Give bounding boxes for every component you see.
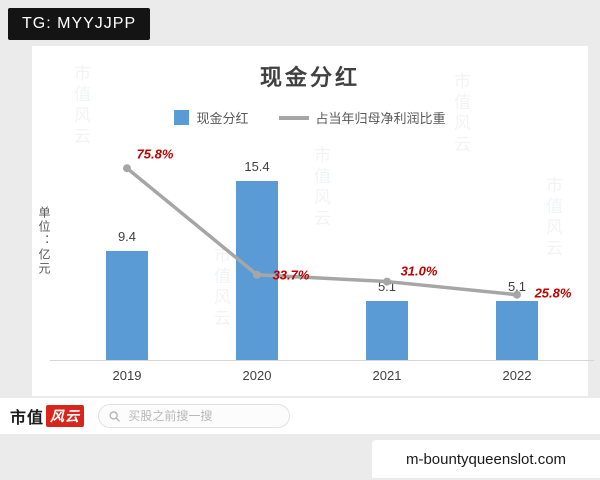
- x-axis-line: [50, 360, 594, 361]
- brand-logo-text: 市值: [10, 410, 45, 427]
- footer-bar: 市值 风云: [0, 398, 600, 434]
- ratio-label: 31.0%: [400, 263, 438, 279]
- legend-line-label: 占当年归母净利润比重: [315, 111, 446, 126]
- x-tick-2022: 2022: [502, 368, 532, 383]
- domain-text: m-bountyqueenslot.com: [405, 450, 567, 468]
- ratio-label: 75.8%: [136, 146, 174, 162]
- x-tick-2019: 2019: [112, 368, 142, 383]
- legend-line-swatch: [278, 115, 309, 120]
- x-tick-2020: 2020: [242, 368, 272, 383]
- legend-bar-swatch: [174, 110, 190, 125]
- brand-logo: 市值 风云: [10, 404, 85, 428]
- y-axis-unit-label: 单位：亿元: [37, 206, 51, 276]
- watermark-domain-box: m-bountyqueenslot.com: [372, 440, 600, 478]
- chart-title: 现金分红: [259, 65, 360, 90]
- bar-value-label: 9.4: [117, 229, 137, 244]
- chart-legend: 现金分红 占当年归母净利润比重: [32, 108, 588, 127]
- ratio-label: 25.8%: [534, 285, 572, 301]
- telegram-badge: TG: MYYJJPP: [8, 8, 151, 40]
- chart-card: 现金分红 现金分红 占当年归母净利润比重 单位：亿元 9.4 2019 15.4 20…: [32, 46, 594, 396]
- brand-logo-badge: 风云: [46, 405, 85, 427]
- bar-2019: [106, 251, 148, 360]
- search-box[interactable]: [98, 404, 291, 428]
- bar-2021: [366, 301, 408, 360]
- search-icon: [109, 410, 120, 422]
- search-input[interactable]: [126, 408, 280, 424]
- x-tick-2021: 2021: [372, 368, 402, 383]
- ratio-label: 33.7%: [272, 267, 310, 283]
- plot-area: 9.4 2019 15.4 2020 5.1 2021 5.1 2022 75.8% 33.7% 3…: [50, 106, 594, 383]
- ratio-line: [123, 164, 521, 299]
- bar-2022: [496, 301, 538, 360]
- legend-bar-label: 现金分红: [196, 111, 249, 126]
- telegram-badge-text: TG: MYYJJPP: [22, 15, 137, 32]
- legend-item-dividend: 现金分红: [174, 108, 249, 127]
- bar-value-label: 15.4: [244, 159, 270, 174]
- bar-value-label: 5.1: [507, 279, 527, 294]
- legend-item-ratio: 占当年归母净利润比重: [278, 108, 446, 127]
- bar-2020: [236, 181, 278, 360]
